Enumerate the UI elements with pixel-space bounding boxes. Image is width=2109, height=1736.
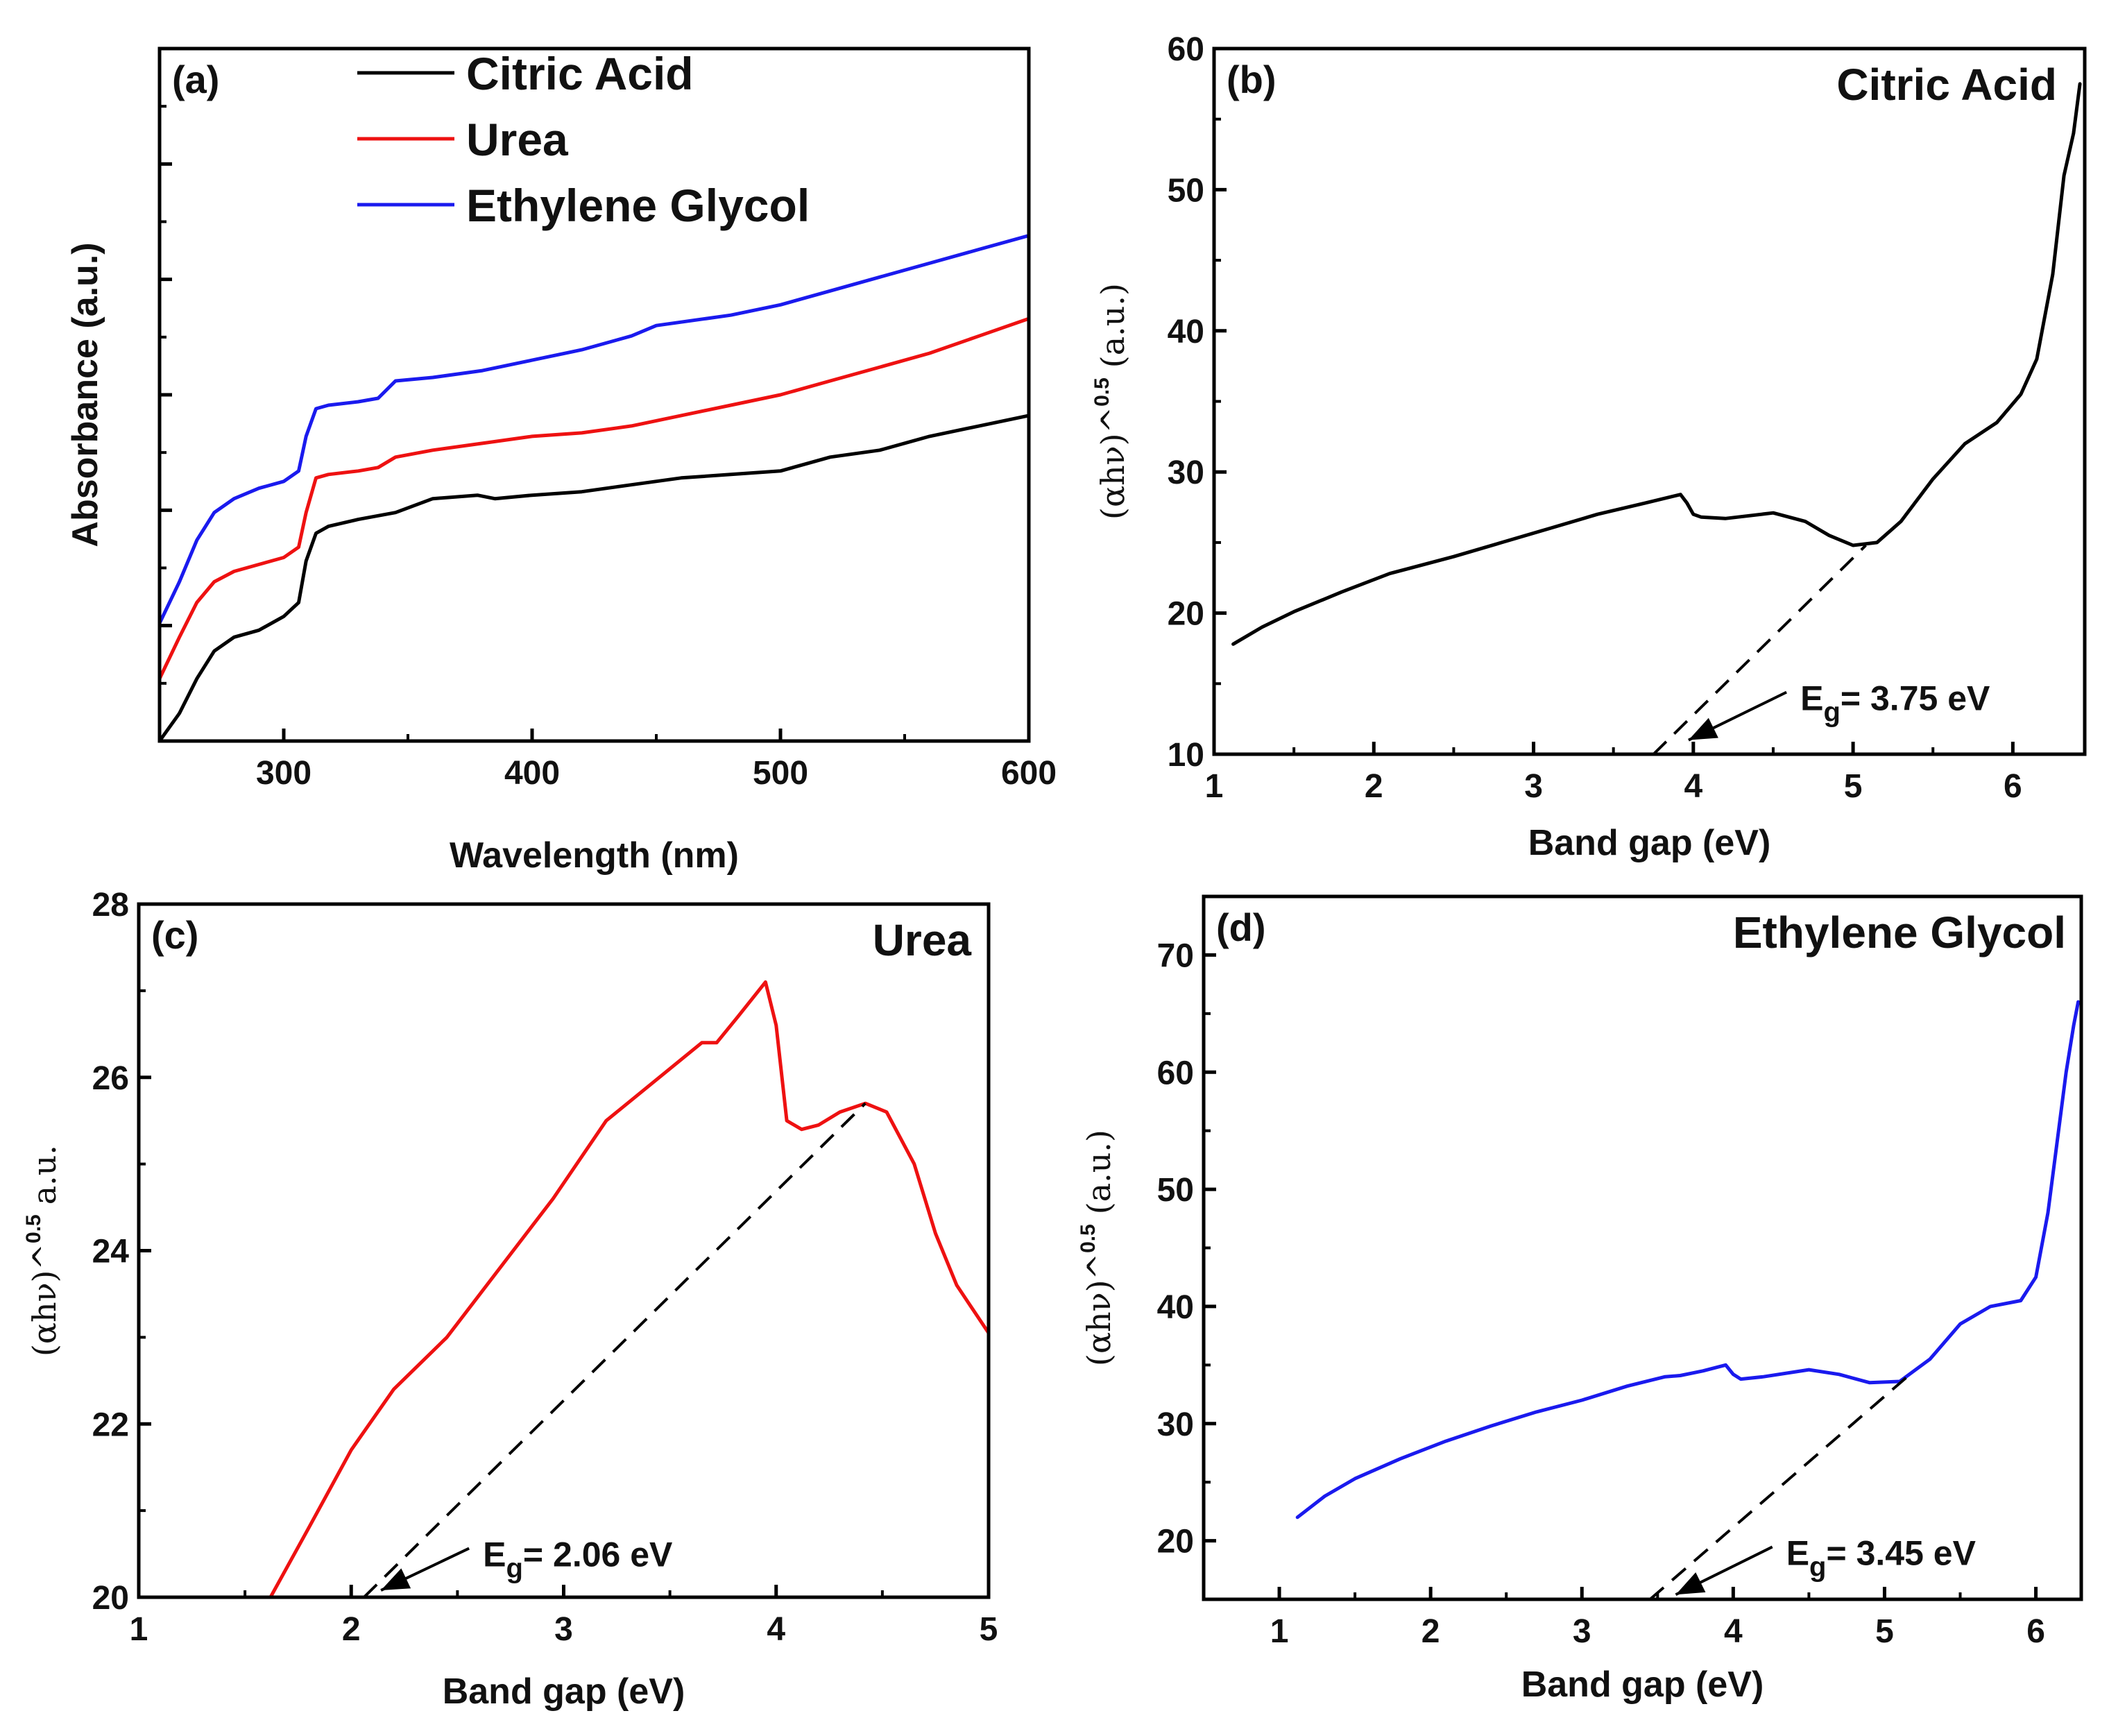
y-tick-label: 50 [1168, 172, 1204, 209]
plot-frame [157, 46, 1031, 743]
x-tick-label: 400 [504, 755, 560, 792]
x-tick-label: 6 [2026, 1613, 2045, 1650]
panel-title: Citric Acid [1836, 60, 2057, 110]
y-axis-title-suffix: (a.u.) [1080, 1130, 1118, 1214]
annotation-arrow-head [1675, 1572, 1706, 1595]
y-axis-title: (αhν)^0.5 (a.u.) [1091, 283, 1132, 520]
series-line-urea [268, 980, 989, 1597]
x-axis-title: Band gap (eV) [443, 1671, 685, 1712]
y-tick-label: 30 [1157, 1406, 1194, 1443]
chart-panel-a: 300 400 500 600 Wavelength (nm) Absorbance (a… [65, 46, 1057, 876]
annotation-arrow-head [381, 1568, 411, 1591]
plot-frame [1202, 894, 2083, 1601]
x-tick-label: 1 [130, 1611, 148, 1648]
y-axis-title-superscript: 0.5 [1077, 1224, 1100, 1253]
legend-entry-label: Ethylene Glycol [466, 180, 810, 231]
x-tick-label: 5 [1844, 768, 1863, 805]
y-tick-label: 60 [1168, 31, 1204, 68]
chart-panel-b: 1 2 3 4 5 6 10 20 30 40 50 60 Band gap (eV) (αhν)^0.5… [1091, 31, 2087, 863]
x-axis-title: Band gap (eV) [1521, 1665, 1764, 1705]
panel-label: (a) [172, 58, 219, 101]
y-tick-label: 20 [1168, 596, 1204, 633]
y-axis-title-main: (αhν)^ [1080, 1253, 1118, 1366]
x-tick-label: 300 [256, 755, 311, 792]
y-tick-label: 70 [1157, 937, 1194, 974]
y-tick-label: 22 [92, 1406, 129, 1443]
series-line-ethylene-glycol [1295, 1000, 2081, 1520]
series-line-ethylene-glycol [160, 234, 1029, 625]
series-line-fit [363, 1102, 866, 1597]
y-tick-label: 50 [1157, 1172, 1194, 1209]
x-tick-label: 5 [1875, 1613, 1894, 1650]
panel-label: (d) [1216, 905, 1266, 949]
x-tick-label: 1 [1270, 1613, 1289, 1650]
annotation-arrow-head [1688, 717, 1718, 740]
series-line-citric-acid [1231, 82, 2082, 646]
x-tick-label: 500 [753, 755, 808, 792]
annotation-subscript: g [506, 1554, 522, 1584]
x-tick-label: 3 [1524, 768, 1543, 805]
series-line-fit [1652, 544, 1867, 754]
y-axis-title-superscript: 0.5 [1091, 377, 1113, 407]
chart-panel-c: 1 2 3 4 5 20 22 24 26 28 Band gap (eV) (αhν)^0.5 a.u… [22, 887, 998, 1712]
y-axis-title-main: (αhν)^ [26, 1243, 63, 1356]
y-axis-title-suffix: (a.u.) [1094, 283, 1132, 368]
annotation-label: Eg= 3.45 eV [1786, 1533, 1976, 1582]
x-tick-label: 2 [1365, 768, 1383, 805]
annotation-symbol: E [1786, 1533, 1809, 1572]
annotation-subscript: g [1809, 1551, 1826, 1582]
x-tick-label: 3 [554, 1611, 573, 1648]
chart-panel-d: 1 2 3 4 5 6 20 30 40 50 60 70 Band gap (eV) (αhν)^0.5… [1077, 894, 2083, 1705]
series-line-citric-acid [160, 414, 1029, 741]
y-axis-title-suffix: a.u. [26, 1145, 63, 1205]
annotation-label: Eg= 3.75 eV [1800, 679, 1990, 728]
y-tick-label: 40 [1168, 314, 1204, 350]
panel-title: Urea [873, 915, 972, 965]
annotation-label: Eg= 2.06 eV [483, 1535, 673, 1584]
x-tick-label: 3 [1573, 1613, 1591, 1650]
y-axis-title-main: (αhν)^ [1094, 407, 1132, 520]
panel-title: Ethylene Glycol [1733, 908, 2066, 958]
x-tick-label: 5 [980, 1611, 998, 1648]
y-axis-title-superscript: 0.5 [22, 1214, 45, 1243]
plot-frame [137, 902, 991, 1599]
x-tick-label: 6 [2004, 768, 2022, 805]
series-line-urea [160, 316, 1029, 681]
y-tick-label: 26 [92, 1060, 129, 1097]
annotation-symbol: E [1800, 679, 1823, 718]
panel-label: (c) [151, 913, 198, 957]
y-tick-label: 20 [1157, 1524, 1194, 1560]
y-tick-label: 20 [92, 1580, 129, 1617]
plot-frame [1212, 46, 2087, 756]
x-tick-label: 2 [1421, 1613, 1440, 1650]
annotation-value: = 3.75 eV [1841, 679, 1990, 718]
y-axis-title: Absorbance (a.u.) [65, 242, 105, 547]
legend-entry-label: Urea [466, 114, 569, 165]
x-tick-label: 600 [1001, 755, 1057, 792]
y-tick-label: 24 [92, 1234, 130, 1270]
x-tick-label: 2 [342, 1611, 361, 1648]
panel-label: (b) [1227, 58, 1276, 101]
annotation-symbol: E [483, 1535, 506, 1574]
x-axis-title: Wavelength (nm) [450, 835, 739, 876]
annotation-value: = 3.45 eV [1826, 1533, 1976, 1572]
x-axis-title: Band gap (eV) [1528, 823, 1771, 863]
y-tick-label: 28 [92, 887, 129, 924]
y-tick-label: 30 [1168, 454, 1204, 491]
y-tick-label: 40 [1157, 1289, 1194, 1326]
annotation-subscript: g [1823, 697, 1840, 728]
y-tick-label: 10 [1168, 737, 1204, 774]
legend-entry-label: Citric Acid [466, 48, 694, 99]
x-tick-label: 4 [1724, 1613, 1743, 1650]
y-axis-title: (αhν)^0.5 (a.u.) [1077, 1130, 1118, 1366]
x-tick-label: 1 [1205, 768, 1224, 805]
annotation-value: = 2.06 eV [523, 1535, 673, 1574]
x-tick-label: 4 [767, 1611, 785, 1648]
y-axis-title: (αhν)^0.5 a.u. [22, 1145, 63, 1356]
x-tick-label: 4 [1684, 768, 1702, 805]
y-tick-label: 60 [1157, 1055, 1194, 1091]
